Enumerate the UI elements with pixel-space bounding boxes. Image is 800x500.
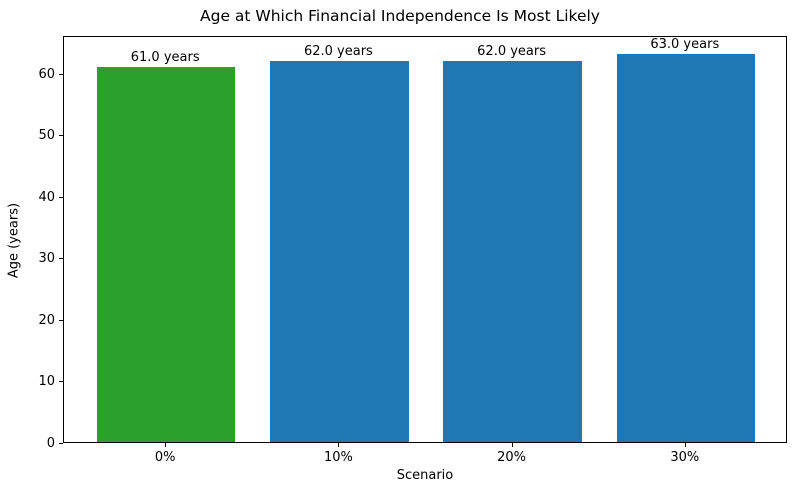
chart-title: Age at Which Financial Independence Is M… [200,7,600,25]
x-tick-label: 20% [497,450,527,465]
bar-value-label: 62.0 years [477,43,547,59]
bar [96,66,236,442]
y-tick-label: 40 [38,189,55,205]
x-axis-label: Scenario [396,468,454,483]
bar [616,54,756,442]
bar-value-label: 63.0 years [650,37,720,53]
x-tick-label: 10% [323,450,353,465]
x-tick-mark [511,443,513,447]
bar-value-label: 61.0 years [130,49,200,65]
y-tick-mark [59,319,63,321]
y-tick-mark [59,135,63,137]
y-tick-label: 10 [38,374,55,390]
y-tick-label: 30 [38,251,55,267]
y-tick-label: 0 [46,436,55,451]
bar-value-label: 62.0 years [303,43,373,59]
bar [270,60,409,442]
x-tick-mark [338,443,340,447]
x-tick-label: 30% [670,450,700,465]
x-tick-mark [165,443,167,447]
y-tick-label: 50 [38,128,55,144]
y-tick-label: 60 [38,66,55,82]
y-tick-mark [59,381,63,383]
x-tick-mark [684,443,686,447]
y-tick-mark [59,196,63,198]
bar [443,60,582,442]
y-tick-label: 20 [38,312,55,328]
x-tick-label: 0% [154,450,176,465]
y-tick-mark [59,73,63,75]
plot-area [63,36,787,443]
y-tick-mark [59,258,63,260]
y-tick-mark [59,443,63,444]
